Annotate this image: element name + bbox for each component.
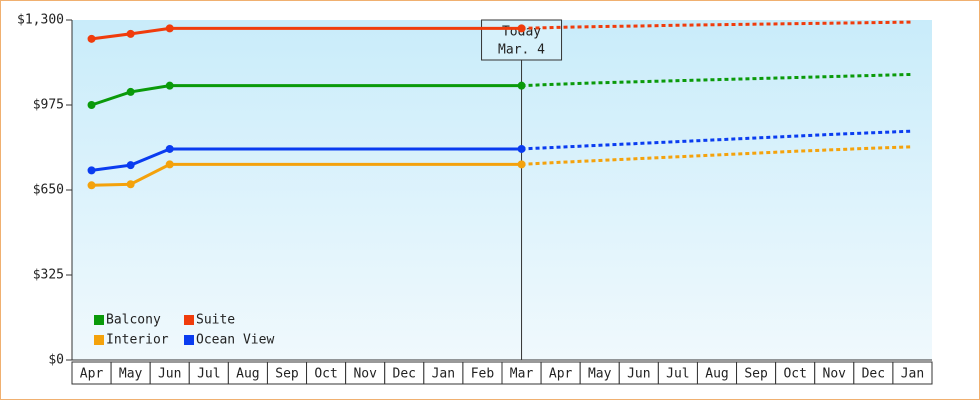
x-tick-label: Jul xyxy=(666,367,689,382)
x-tick-label: Nov xyxy=(353,367,377,382)
x-tick-label: Jun xyxy=(627,367,650,382)
forecast-line xyxy=(521,72,913,88)
forecast-line xyxy=(521,145,913,166)
y-tick-label: $975 xyxy=(33,98,64,113)
series-line xyxy=(91,26,522,41)
y-tick-label: $650 xyxy=(33,183,64,198)
point xyxy=(126,180,135,189)
x-tick-label: Jan xyxy=(901,367,924,382)
x-tick-label: Aug xyxy=(705,367,728,382)
legend-swatch xyxy=(184,335,194,345)
x-tick-label: May xyxy=(588,367,612,382)
series-line xyxy=(91,147,522,172)
forecast-line xyxy=(521,20,913,30)
point xyxy=(517,144,526,153)
legend-swatch xyxy=(94,335,104,345)
point xyxy=(87,34,96,43)
today-date: Mar. 4 xyxy=(498,43,545,58)
x-tick-label: Mar xyxy=(510,367,534,382)
x-tick-label: Jul xyxy=(197,367,220,382)
x-tick-label: Oct xyxy=(314,367,337,382)
point xyxy=(517,160,526,169)
point xyxy=(517,24,526,33)
legend-label: Balcony xyxy=(106,313,161,328)
x-tick-label: Oct xyxy=(783,367,806,382)
x-tick-box xyxy=(892,361,933,385)
point xyxy=(126,161,135,170)
x-tick-label: Feb xyxy=(471,367,495,382)
legend-swatch xyxy=(94,315,104,325)
x-tick-label: Dec xyxy=(393,367,416,382)
x-tick-label: May xyxy=(119,367,143,382)
x-tick-label: Aug xyxy=(236,367,259,382)
point xyxy=(126,29,135,38)
y-tick-label: $1,300 xyxy=(17,13,64,28)
x-tick-label: Sep xyxy=(275,367,299,382)
point xyxy=(165,160,174,169)
plot-area xyxy=(72,20,932,360)
point xyxy=(517,81,526,90)
legend-swatch xyxy=(184,315,194,325)
x-tick-label: Dec xyxy=(862,367,885,382)
x-tick-label: Sep xyxy=(744,367,768,382)
legend-label: Interior xyxy=(106,333,169,348)
x-tick-label: Nov xyxy=(823,367,847,382)
y-tick-label: $325 xyxy=(33,268,64,283)
x-tick-label: Apr xyxy=(80,367,104,382)
point xyxy=(87,181,96,190)
legend-label: Suite xyxy=(196,313,235,328)
point xyxy=(165,24,174,33)
point xyxy=(87,101,96,109)
x-tick-label: Jan xyxy=(432,367,455,382)
series-line xyxy=(91,84,522,107)
x-tick-label: Apr xyxy=(549,367,573,382)
x-tick-label: Jun xyxy=(158,367,181,382)
point xyxy=(87,166,96,175)
point xyxy=(165,81,174,90)
legend-label: Ocean View xyxy=(196,333,274,348)
point xyxy=(165,144,174,153)
series-line xyxy=(91,162,522,187)
y-tick-label: $0 xyxy=(48,353,64,368)
point xyxy=(126,87,135,96)
forecast-line xyxy=(521,129,913,151)
